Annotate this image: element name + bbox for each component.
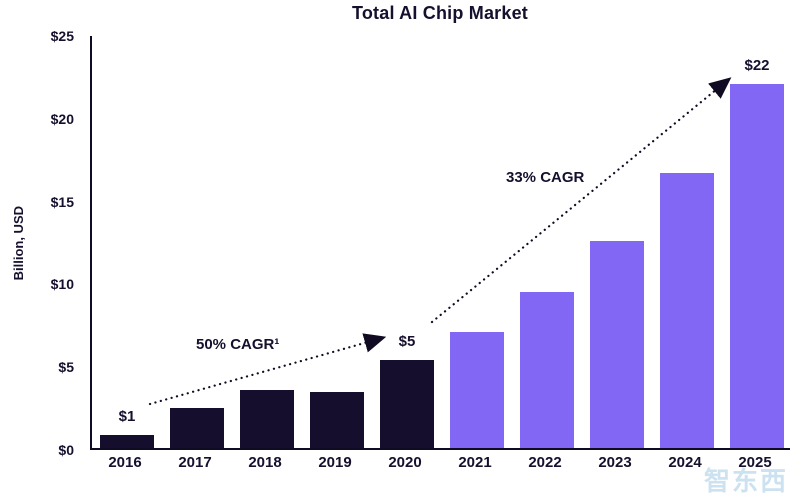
cagr-arrow-2 <box>430 77 732 324</box>
bar-2024 <box>659 173 715 448</box>
x-label-2017: 2017 <box>178 454 212 471</box>
x-label-2021: 2021 <box>458 454 492 471</box>
y-axis-ticks: $0 $5 $10 $15 $20 $25 <box>0 29 82 457</box>
cagr-label-33: 33% CAGR <box>506 169 585 186</box>
value-label-2016: $1 <box>118 407 136 425</box>
bar-2025 <box>729 83 785 448</box>
y-tick-0: $0 <box>58 442 74 458</box>
x-label-2016: 2016 <box>108 454 142 471</box>
bar-2023 <box>589 241 645 448</box>
bar-2020 <box>379 360 435 448</box>
y-tick-25: $25 <box>50 28 74 44</box>
trend-arrows <box>148 77 732 406</box>
y-tick-10: $10 <box>50 276 74 293</box>
y-tick-5: $5 <box>58 359 74 376</box>
value-label-2025: $22 <box>744 56 770 74</box>
cagr-arrow-1 <box>148 333 387 406</box>
bar-2022 <box>519 292 575 448</box>
x-label-2025: 2025 <box>738 454 772 471</box>
cagr-label-50: 50% CAGR¹ <box>196 336 280 353</box>
plot-area: 50% CAGR¹ 33% CAGR $1 $5 $22 <box>90 36 790 450</box>
x-axis-labels: 2016 2017 2018 2019 2020 2021 2022 2023 2024 2025 <box>90 454 790 471</box>
x-label-2020: 2020 <box>388 454 422 471</box>
bar-2019 <box>309 391 365 448</box>
x-label-2022: 2022 <box>528 454 562 471</box>
x-label-2018: 2018 <box>248 454 282 471</box>
y-tick-20: $20 <box>50 110 74 127</box>
bar-2017 <box>169 408 225 448</box>
value-label-2020: $5 <box>398 333 416 351</box>
y-tick-15: $15 <box>50 193 74 210</box>
bar-2021 <box>449 332 505 448</box>
watermark: 智东西 <box>703 466 788 496</box>
x-label-2019: 2019 <box>318 454 352 471</box>
chart-title: Total AI Chip Market <box>351 3 528 23</box>
x-label-2023: 2023 <box>598 454 632 471</box>
bar-2018 <box>239 390 295 448</box>
bar-2016 <box>99 434 155 448</box>
x-label-2024: 2024 <box>668 454 702 471</box>
